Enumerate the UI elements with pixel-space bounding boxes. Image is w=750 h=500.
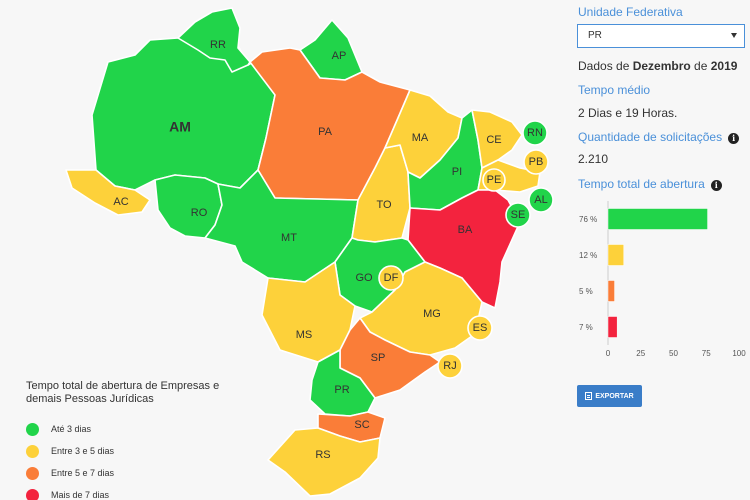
document-icon	[585, 392, 593, 400]
chart-bar	[607, 316, 618, 338]
quantidade-value: 2.210	[578, 152, 609, 166]
label-AM: AM	[169, 119, 191, 135]
chart-bar	[607, 208, 708, 230]
label-SC: SC	[354, 419, 369, 431]
label-CE: CE	[486, 134, 501, 146]
chart-category-label: 5 %	[579, 287, 593, 296]
label-BA: BA	[458, 224, 473, 236]
label-GO: GO	[355, 272, 373, 284]
data-period-month: Dezembro	[632, 59, 691, 73]
state-DF[interactable]	[378, 265, 404, 291]
label-MA: MA	[412, 132, 429, 144]
legend-title: Tempo total de abertura de Empresas e de…	[26, 380, 220, 405]
chart-x-tick: 25	[636, 349, 645, 358]
legend-dot	[26, 444, 39, 458]
state-RN[interactable]	[522, 120, 548, 146]
chart-category-label: 12 %	[579, 251, 597, 260]
label-RR: RR	[210, 39, 226, 51]
info-icon[interactable]: i	[710, 180, 722, 191]
label-SE: SE	[511, 209, 526, 221]
label-MG: MG	[423, 308, 441, 320]
export-button[interactable]: EXPORTAR	[577, 385, 642, 407]
state-RJ[interactable]	[437, 353, 463, 379]
chart-bar	[607, 280, 615, 302]
data-period-year: 2019	[710, 59, 738, 73]
label-ES: ES	[473, 322, 488, 334]
legend-dot	[26, 488, 39, 500]
legend-label: Entre 5 e 7 dias	[51, 468, 115, 478]
label-RS: RS	[315, 449, 330, 461]
label-SP: SP	[371, 352, 386, 364]
legend-label: Mais de 7 dias	[51, 490, 110, 500]
label-AC: AC	[113, 196, 128, 208]
state-PE-marker[interactable]	[482, 168, 506, 192]
label-PR: PR	[334, 384, 349, 396]
legend-dot	[26, 422, 39, 436]
quantidade-label-text: Quantidade de solicitações	[578, 130, 723, 144]
label-RO: RO	[191, 207, 208, 219]
state-AC[interactable]	[65, 169, 151, 216]
label-DF: DF	[384, 272, 399, 284]
tempo-medio-label: Tempo médio	[578, 83, 651, 97]
label-PE: PE	[487, 174, 502, 186]
tempo-total-label-text: Tempo total de abertura	[578, 177, 705, 191]
label-RJ: RJ	[443, 360, 456, 372]
legend-label: Entre 3 e 5 dias	[51, 446, 115, 456]
uf-select-value: PR	[588, 30, 602, 41]
chart-bar	[607, 244, 624, 266]
label-MT: MT	[281, 232, 297, 244]
tempo-total-chart: 76 % 12 % 5 % 7 % 0 25 50 75 100	[577, 196, 747, 372]
tempo-medio-value: 2 Dias e 19 Horas.	[578, 106, 678, 120]
chevron-down-icon	[731, 33, 737, 38]
tempo-total-label: Tempo total de abertura i	[578, 177, 722, 191]
label-PA: PA	[318, 126, 333, 138]
legend-item-red: Mais de 7 dias	[26, 484, 246, 500]
chart-x-tick: 0	[606, 349, 611, 358]
data-period-mid: de	[690, 59, 711, 73]
chart-category-label: 7 %	[579, 323, 593, 332]
label-RN: RN	[527, 127, 543, 139]
chart-svg: 76 % 12 % 5 % 7 % 0 25 50 75 100	[579, 201, 746, 358]
label-AP: AP	[332, 50, 347, 62]
state-SE[interactable]	[505, 202, 531, 228]
label-MS: MS	[296, 329, 313, 341]
label-TO: TO	[376, 199, 392, 211]
map-legend: Tempo total de abertura de Empresas e de…	[26, 380, 246, 500]
label-AL: AL	[534, 194, 547, 206]
legend-label: Até 3 dias	[51, 424, 92, 434]
data-period-prefix: Dados de	[578, 59, 633, 73]
quantidade-label: Quantidade de solicitações i	[578, 130, 740, 144]
chart-x-tick: 50	[669, 349, 678, 358]
uf-select[interactable]: PR	[577, 24, 745, 48]
export-label: EXPORTAR	[595, 392, 634, 400]
chart-x-tick: 75	[702, 349, 711, 358]
label-PI: PI	[452, 166, 462, 178]
legend-item-yellow: Entre 3 e 5 dias	[26, 440, 246, 462]
data-period: Dados de Dezembro de 2019	[578, 59, 737, 73]
state-CE[interactable]	[471, 109, 523, 169]
label-PB: PB	[529, 156, 544, 168]
legend-dot	[26, 466, 39, 480]
legend-item-orange: Entre 5 e 7 dias	[26, 462, 246, 484]
state-AM[interactable]	[91, 19, 276, 191]
info-panel: Unidade Federativa PR Dados de Dezembro …	[577, 0, 747, 500]
info-icon[interactable]: i	[728, 133, 740, 144]
brazil-map: AM RR AP PA AC RO MT TO MA PI CE RN PB P…	[65, 7, 554, 497]
state-PB[interactable]	[523, 149, 549, 175]
state-AL[interactable]	[528, 187, 554, 213]
state-RS[interactable]	[267, 427, 381, 497]
legend-item-green: Até 3 dias	[26, 418, 246, 440]
uf-label: Unidade Federativa	[578, 5, 683, 19]
chart-category-label: 76 %	[579, 215, 597, 224]
state-ES[interactable]	[467, 315, 493, 341]
chart-x-tick: 100	[732, 349, 746, 358]
